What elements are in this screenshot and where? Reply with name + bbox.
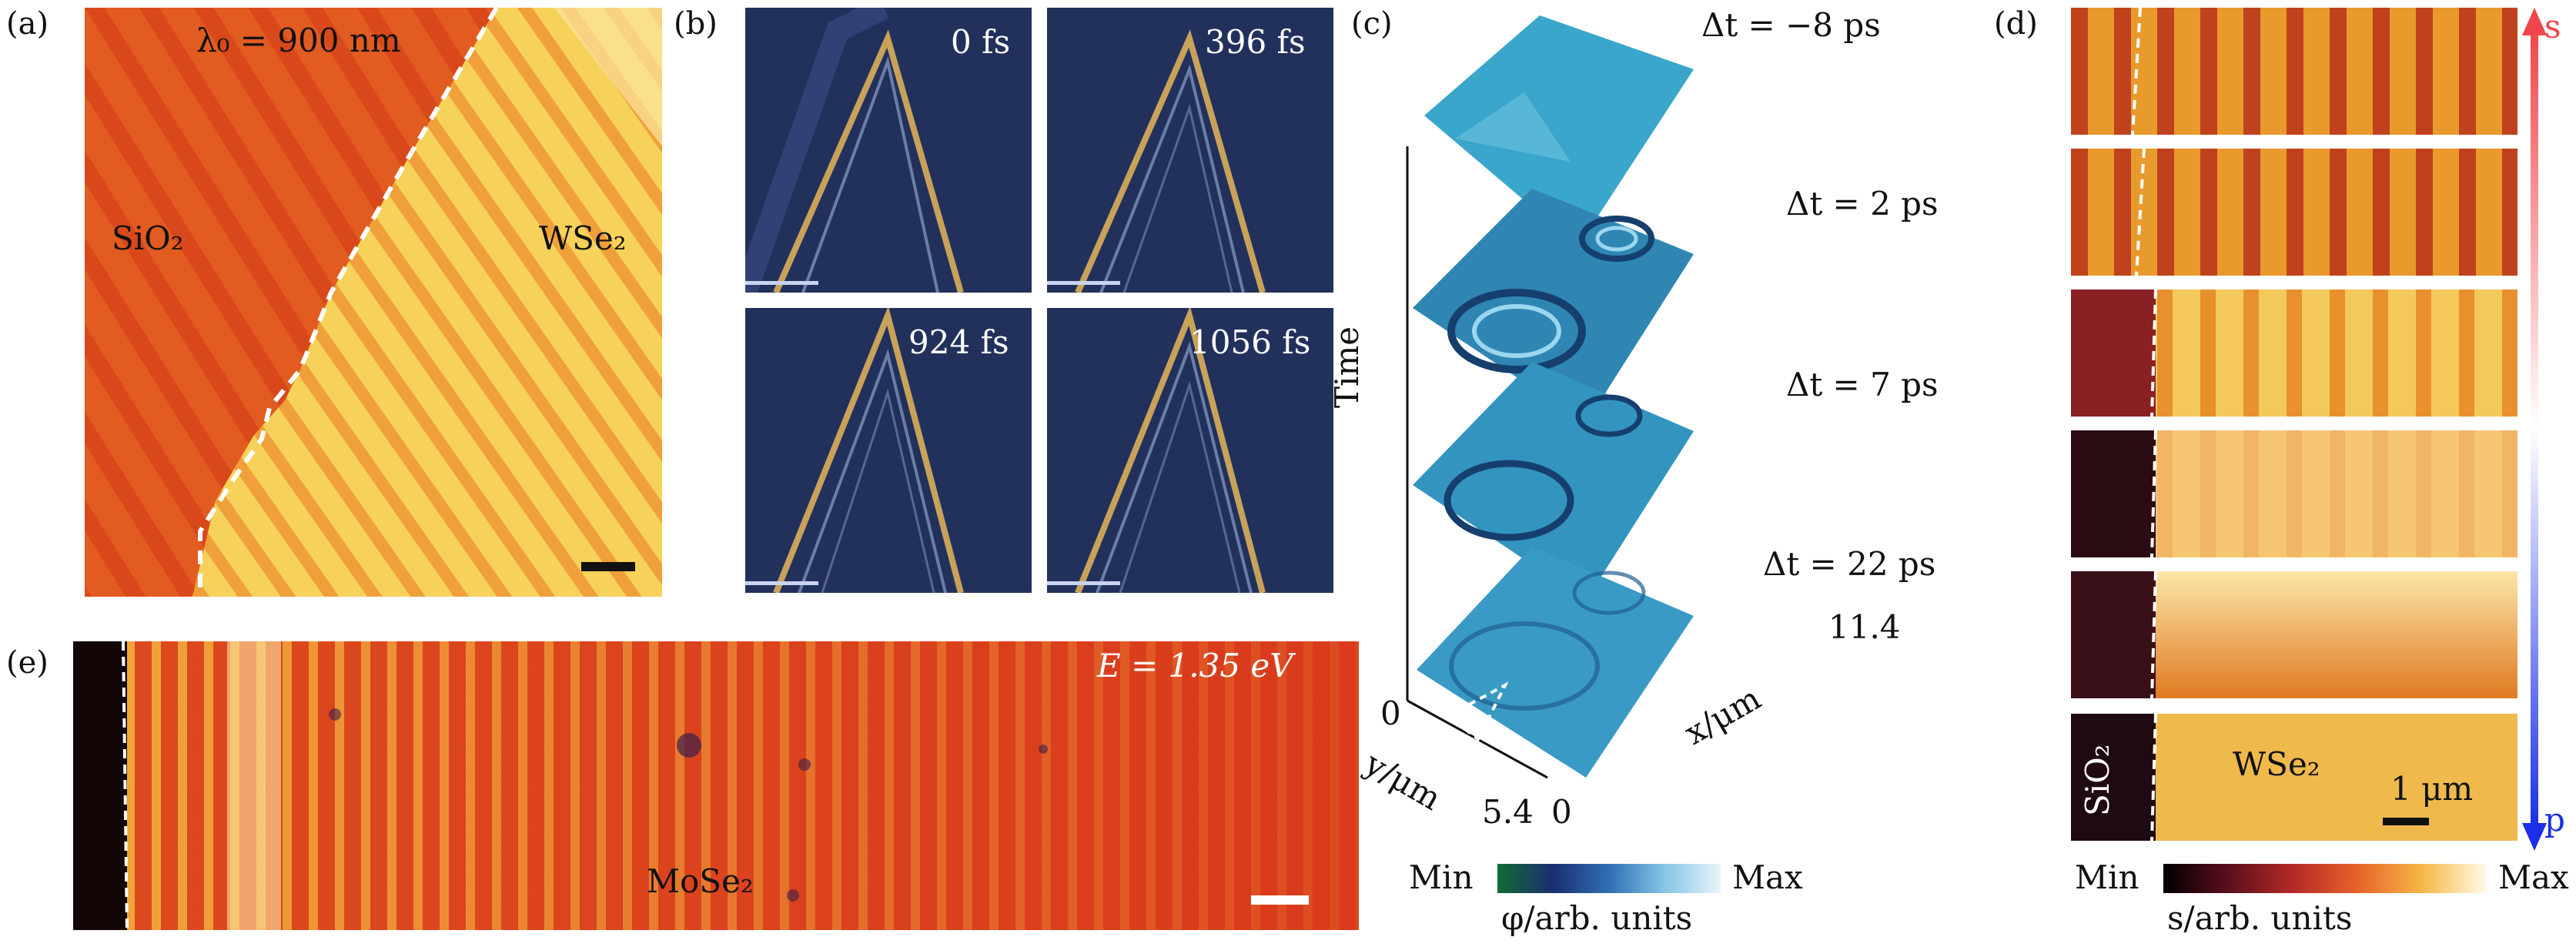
panel-c-colorbar-min: Min — [1409, 858, 1474, 896]
panel-c-tick-y-end: 5.4 — [1482, 793, 1534, 831]
panel-d-colorbar-max: Max — [2498, 858, 2569, 896]
panel-d-s-label: s — [2544, 8, 2561, 45]
panel-a-image — [85, 8, 662, 597]
panel-a-wavelength: λ₀ = 900 nm — [196, 22, 401, 59]
panel-d-p-label: p — [2544, 801, 2565, 838]
panel-e-label: (e) — [6, 645, 49, 681]
panel-c-colorbar-label: φ/arb. units — [1501, 899, 1693, 937]
panel-c-tick-x-end: 11.4 — [1828, 608, 1901, 646]
panel-c-tick-origin: 0 — [1380, 694, 1401, 732]
panel-d-colorbar-min: Min — [2075, 858, 2139, 896]
panel-d-wse2-label: WSe₂ — [2233, 745, 2320, 783]
panel-d-label: (d) — [1994, 6, 2038, 42]
panel-c-tick-x-start: 0 — [1551, 793, 1572, 831]
panel-c-time-axis: Time — [1328, 326, 1366, 408]
panel-b-time-4: 1056 fs — [1189, 323, 1311, 361]
panel-d-sio2-label: SiO₂ — [2079, 744, 2116, 816]
panel-d-colorbar-label: s/arb. units — [2167, 899, 2353, 937]
panel-b-frame-1 — [745, 8, 1032, 293]
panel-a-label: (a) — [6, 6, 49, 42]
panel-b-time-1: 0 fs — [951, 23, 1011, 61]
panel-b-frame-2 — [1047, 8, 1333, 293]
panel-c-delay-4: Δt = 22 ps — [1763, 545, 1936, 583]
panel-c-stack — [1355, 8, 1694, 801]
panel-b-time-2: 396 fs — [1205, 23, 1306, 61]
panel-a-wse2-label: WSe₂ — [539, 219, 627, 257]
panel-b-time-3: 924 fs — [908, 323, 1009, 361]
panel-d-polarization-arrow — [2519, 8, 2550, 851]
panel-c-delay-3: Δt = 7 ps — [1786, 366, 1939, 403]
panel-c-delay-2: Δt = 2 ps — [1786, 185, 1939, 223]
panel-a-sio2-label: SiO₂ — [112, 219, 184, 257]
panel-e-material: MoSe₂ — [647, 862, 754, 900]
panel-c-colorbar — [1497, 864, 1721, 893]
panel-c-label: (c) — [1351, 6, 1393, 42]
panel-b-label: (b) — [674, 6, 718, 42]
panel-d-colorbar — [2163, 864, 2487, 893]
panel-d-scale-label: 1 μm — [2390, 770, 2474, 808]
panel-b-frame-4 — [1047, 308, 1333, 593]
panel-b-frame-3 — [745, 308, 1032, 593]
panel-d-stack — [2071, 8, 2517, 841]
panel-c-colorbar-max: Max — [1732, 858, 1803, 896]
panel-c-delay-1: Δt = −8 ps — [1701, 6, 1881, 44]
panel-e-image — [73, 641, 1359, 930]
panel-e-energy: E = 1.35 eV — [1097, 647, 1293, 684]
